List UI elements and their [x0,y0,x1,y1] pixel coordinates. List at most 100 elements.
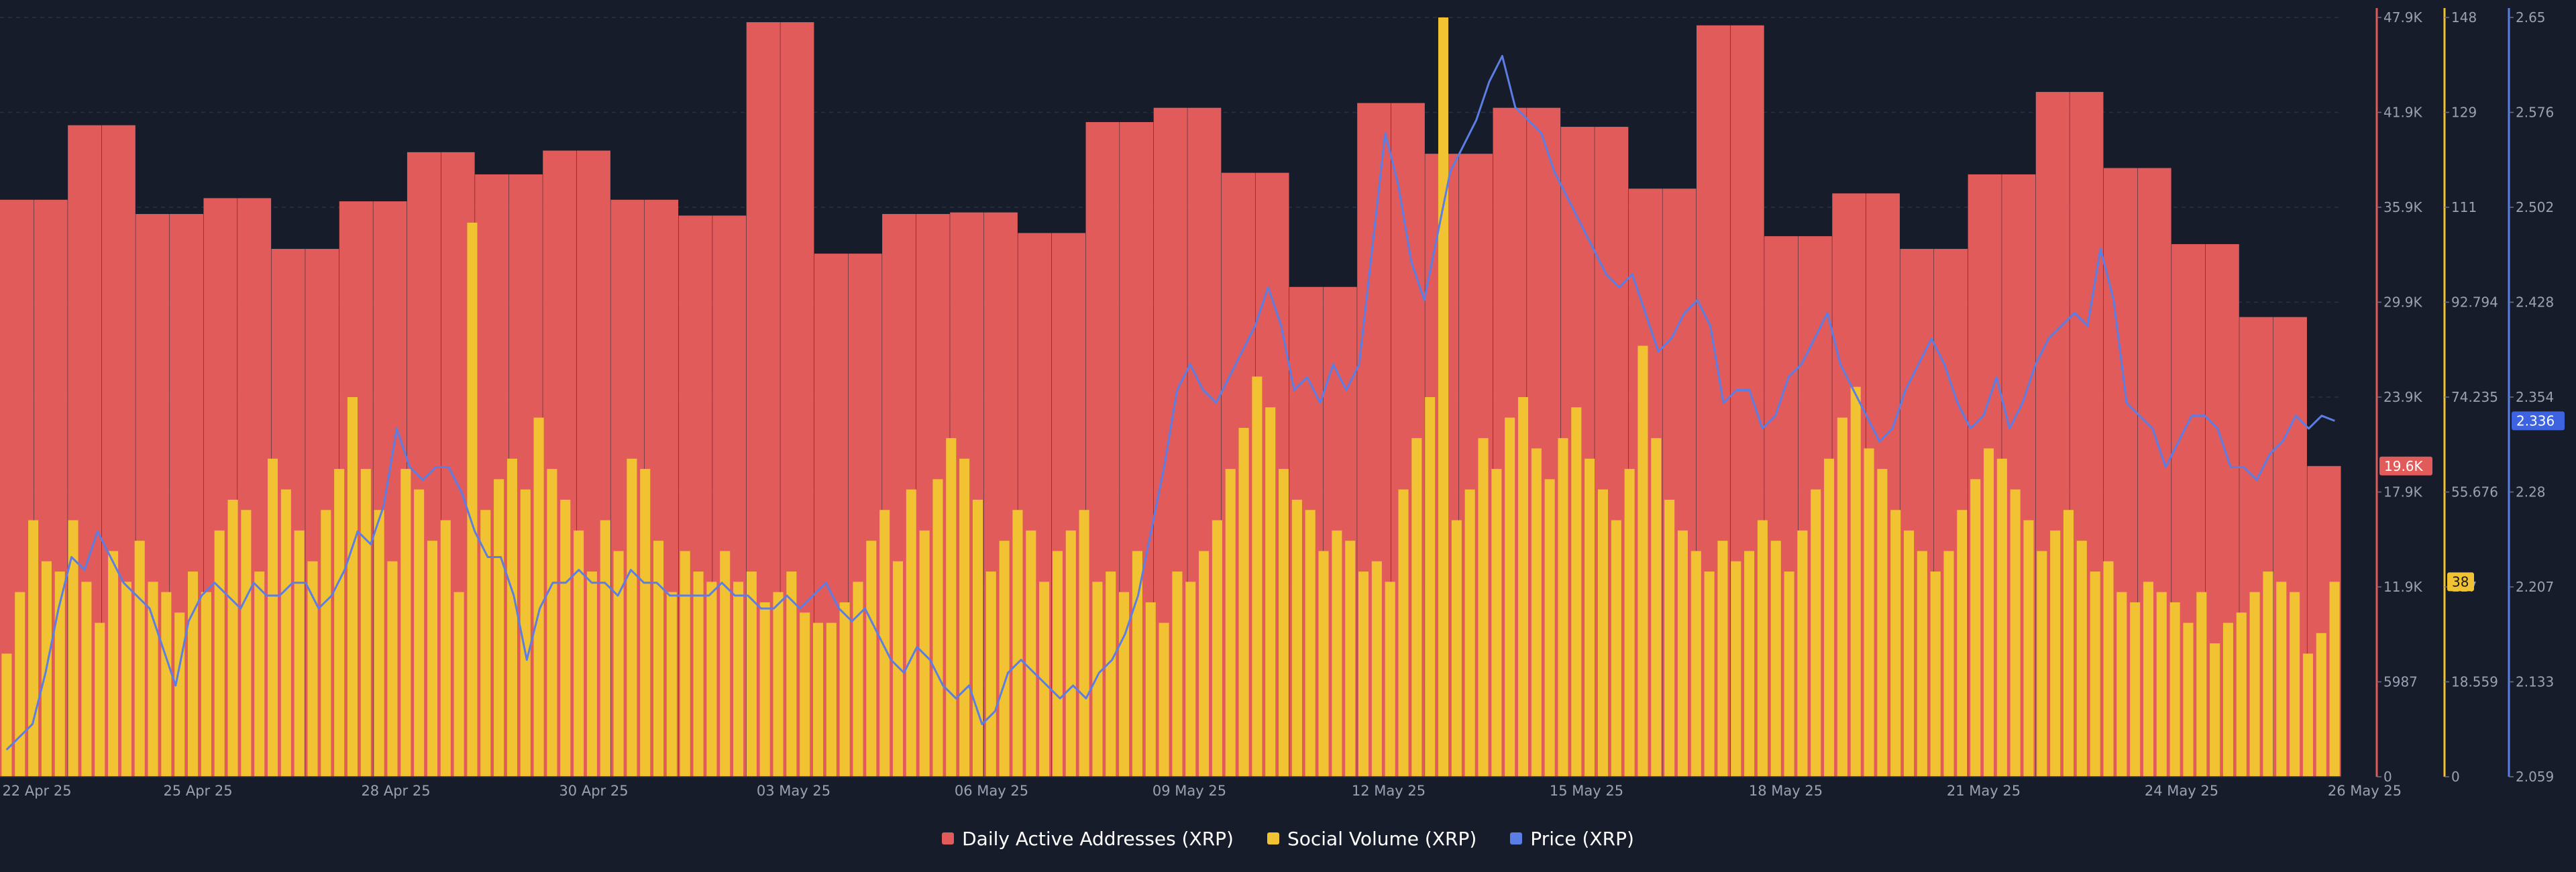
social-volume-bar [2023,520,2034,777]
social-volume-bar [414,489,425,777]
social-volume-bar [1837,417,1847,777]
y-axis-right-tick-label: 2.354 [2516,389,2554,405]
social-volume-bar [839,602,850,777]
social-volume-bar [1291,499,1302,777]
social-volume-bar [1464,489,1475,777]
x-axis-tick-label: 21 May 25 [1947,783,2021,799]
social-volume-bar [1544,479,1555,777]
y-axis-left-tick-label: 5987 [2383,674,2418,690]
y-axis-middle-tick-label: 148 [2451,9,2477,25]
price-line [5,55,2335,751]
social-volume-bar [1877,469,1888,777]
social-volume-bar [2316,633,2326,777]
social-volume-bar [1026,530,1036,777]
social-volume-bar [826,622,837,777]
social-volume-bar [2103,561,2114,777]
social-volume-bar [241,510,252,777]
social-volume-bar [2050,530,2061,777]
social-volume-bar [15,592,25,777]
social-volume-bar [1970,479,1981,777]
social-volume-bar [1917,551,1927,777]
social-volume-bar [706,582,717,777]
x-axis-tick-label: 26 May 25 [2328,783,2402,799]
social-volume-bar [547,469,557,777]
social-volume-bar [467,222,478,777]
legend-item-price[interactable]: Price (XRP) [1510,828,1634,850]
social-volume-bar [2290,592,2300,777]
social-volume-bar [759,602,770,777]
legend-swatch-daily-active-addresses [942,832,955,844]
legend-label-social-volume: Social Volume (XRP) [1287,827,1477,850]
social-volume-bar [1425,397,1436,777]
social-volume-bar [2130,602,2141,777]
x-axis-tick-label: 12 May 25 [1352,783,1426,799]
y-axis-left-current-tag [2379,456,2432,476]
social-volume-bar [773,592,784,777]
social-volume-bar [2090,571,2100,777]
social-volume-bar [1451,520,1462,777]
social-volume-bar [347,397,358,777]
y-axis-left-tick-label: 17.9K [2383,484,2423,500]
social-volume-bar [1517,397,1529,777]
social-volume-bar [1957,510,1968,777]
social-volume-bar [440,520,451,777]
legend-swatch-social-volume [1267,832,1279,844]
social-volume-bar [853,582,863,777]
social-volume-bar [321,510,331,777]
legend-swatch-price [1510,832,1523,844]
social-volume-bar [2037,551,2047,777]
x-axis-tick-label: 06 May 25 [955,783,1028,799]
social-volume-bar [360,469,371,777]
x-axis-tick-label: 28 Apr 25 [361,783,430,799]
social-volume-bar [932,479,943,777]
social-volume-bar [1890,510,1901,777]
social-volume-bar [506,458,517,777]
social-volume-bar [2236,612,2247,777]
social-volume-bar [1345,541,1356,777]
social-volume-bars [1,17,2340,777]
social-volume-bar [613,551,624,777]
social-volume-bar [2183,622,2194,777]
social-volume-bar [187,571,199,777]
social-volume-bar [1677,530,1688,777]
social-volume-bar [1238,427,1249,777]
social-volume-bar [2076,541,2087,777]
social-volume-bar [1,653,12,777]
social-volume-bar [1119,592,1130,777]
social-volume-bar [1904,530,1915,777]
social-volume-bar [1052,551,1063,777]
y-axis-right-tick-label: 2.428 [2516,294,2554,311]
social-volume-bar [1106,571,1116,777]
social-volume-bar [1943,551,1954,777]
social-volume-bar [2329,582,2340,777]
y-axis-right-tick-label: 2.207 [2516,579,2554,595]
legend-label-daily-active-addresses: Daily Active Addresses (XRP) [962,827,1234,850]
social-volume-bar [1438,17,1449,777]
social-volume-bar [1092,582,1103,777]
y-axis-right-current-tag [2512,411,2565,431]
social-volume-bar [533,417,544,777]
legend-item-daily-active-addresses[interactable]: Daily Active Addresses (XRP) [942,828,1234,850]
y-axis-left-tick-label: 11.9K [2383,579,2423,595]
y-axis-left-current-value: 19.6K [2384,458,2424,474]
social-volume-bar [161,592,172,777]
social-volume-bar [1558,438,1568,777]
social-volume-bar [148,582,158,777]
y-axis-left-tick-label: 41.9K [2383,105,2423,121]
social-volume-bar [1824,458,1835,777]
x-axis-tick-label: 18 May 25 [1749,783,1823,799]
social-volume-bar [108,551,119,777]
social-volume-bar [1279,469,1289,777]
social-volume-bar [1797,530,1808,777]
social-volume-bar [1704,571,1715,777]
social-volume-bar [786,571,797,777]
y-axis-left-tick-label: 0 [2383,769,2392,785]
social-volume-bar [95,622,105,777]
axes: 47.9K 41.9K 35.9K 29.9K 23.9K 17.9K 11.9K 5987 0… [2375,8,2565,785]
y-axis-right-tick-label: 2.502 [2516,199,2554,215]
social-volume-bar [653,541,664,777]
x-axis-tick-label: 24 May 25 [2145,783,2218,799]
social-volume-bar [720,551,731,777]
legend-item-social-volume[interactable]: Social Volume (XRP) [1267,828,1477,850]
